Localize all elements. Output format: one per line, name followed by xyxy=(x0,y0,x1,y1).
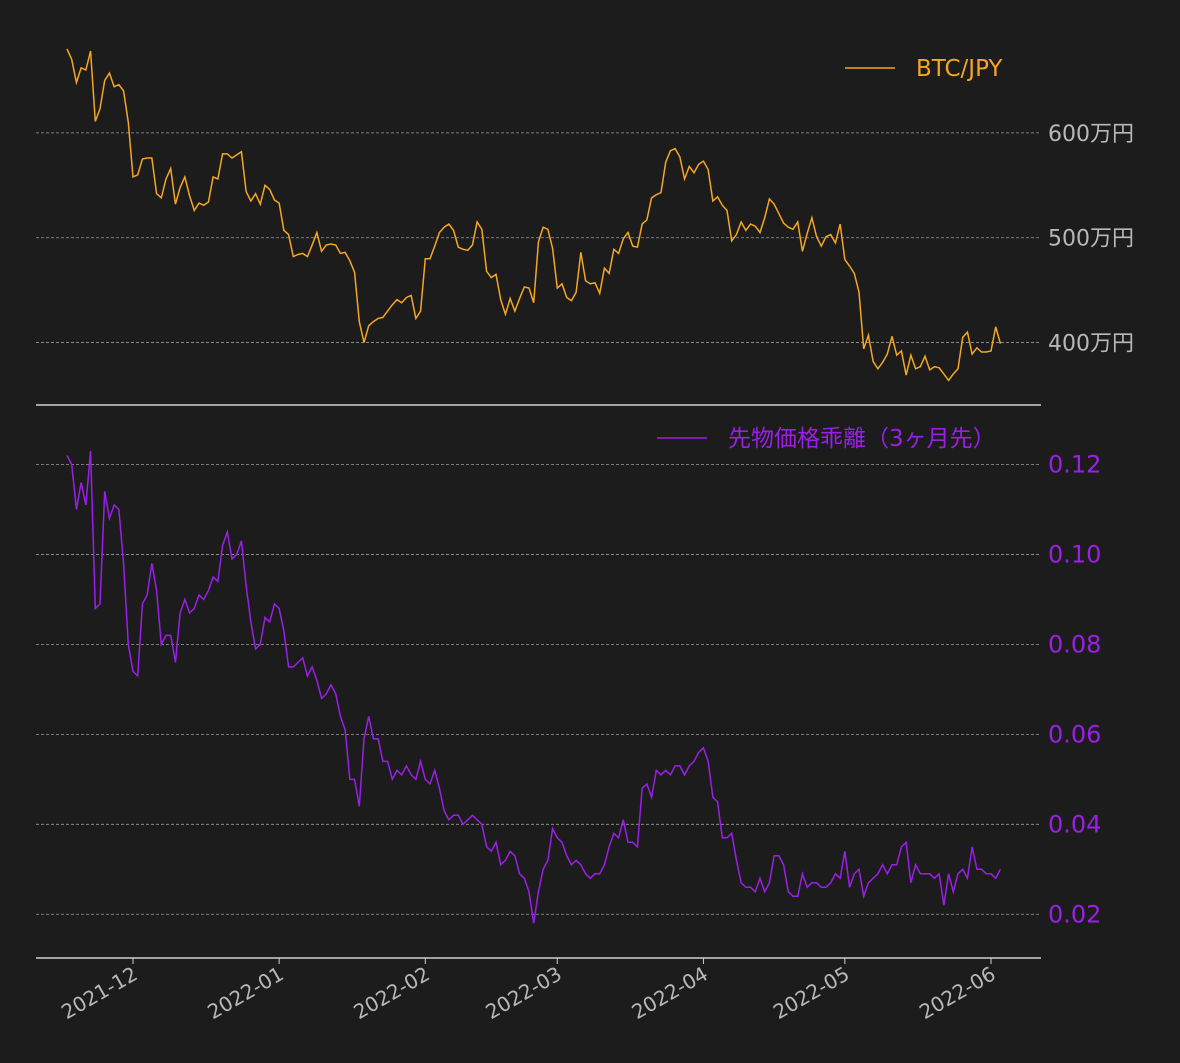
spread-y-tick-label: 0.08 xyxy=(1048,630,1101,658)
btc-legend-label: BTC/JPY xyxy=(916,56,1003,82)
spread-y-tick-label: 0.10 xyxy=(1048,540,1101,568)
btc-y-axis: 400万円 500万円 600万円 xyxy=(1048,122,1134,357)
spread-y-tick-label: 0.02 xyxy=(1048,900,1101,928)
spread-y-tick-label: 0.12 xyxy=(1048,450,1101,478)
btc-jpy-line xyxy=(66,48,1002,382)
btc-legend: BTC/JPY xyxy=(845,56,1003,82)
btc-price-panel: 400万円 500万円 600万円 BTC/JPY xyxy=(36,48,1134,406)
spread-y-tick-label: 0.04 xyxy=(1048,810,1101,838)
spread-legend-label: 先物価格乖離（3ヶ月先） xyxy=(728,426,996,452)
spread-legend: 先物価格乖離（3ヶ月先） xyxy=(657,426,996,452)
btc-y-tick-label: 400万円 xyxy=(1048,332,1134,357)
spread-gridlines xyxy=(36,464,1041,915)
futures-spread-line xyxy=(66,450,1002,924)
btc-gridlines xyxy=(36,132,1041,343)
btc-y-tick-label: 600万円 xyxy=(1048,122,1134,147)
spread-y-axis: 0.02 0.04 0.06 0.08 0.10 0.12 xyxy=(1048,450,1101,928)
spread-y-tick-label: 0.06 xyxy=(1048,720,1101,748)
btc-y-tick-label: 500万円 xyxy=(1048,227,1134,252)
